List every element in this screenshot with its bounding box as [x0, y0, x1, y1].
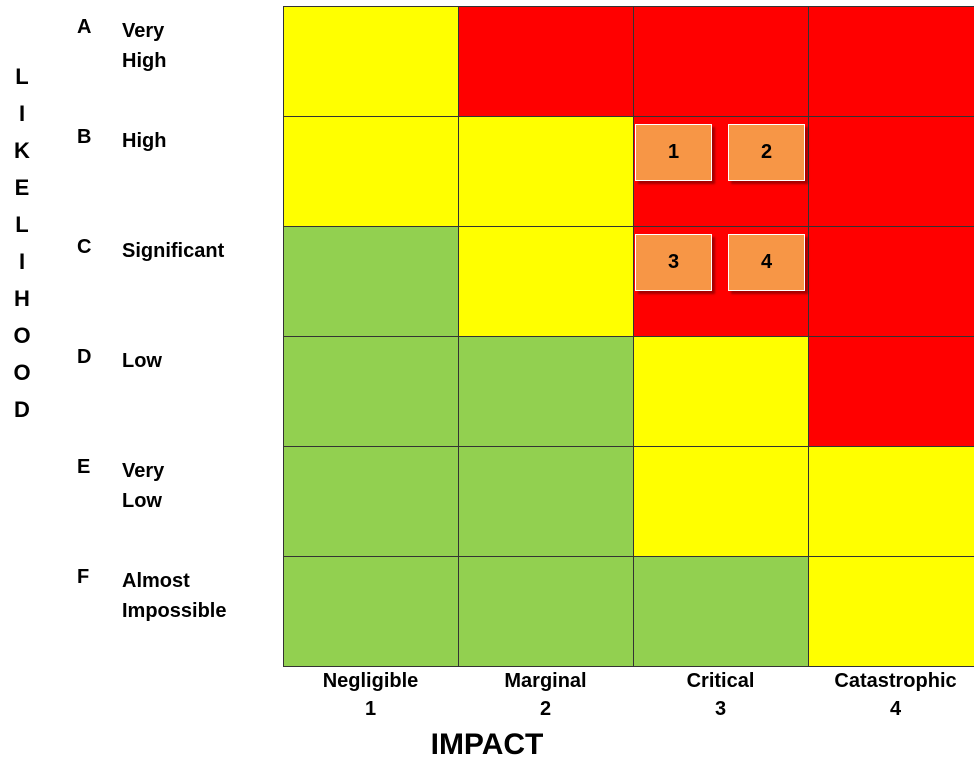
- matrix-cell: [633, 336, 809, 447]
- likelihood-title-letter: L: [15, 212, 29, 237]
- matrix-cell: [283, 6, 459, 117]
- matrix-cell: [458, 226, 634, 337]
- risk-marker[interactable]: 1: [635, 124, 712, 181]
- matrix-cell: [633, 556, 809, 667]
- row-letter: A: [77, 16, 92, 38]
- column-number: 2: [539, 698, 552, 720]
- matrix-cell: [458, 6, 634, 117]
- matrix-cell: [283, 226, 459, 337]
- column-number: 3: [714, 698, 727, 720]
- likelihood-title-letter: K: [14, 138, 30, 163]
- column-name: Marginal: [504, 670, 587, 692]
- impact-axis-title: IMPACT: [430, 728, 544, 761]
- row-letter: C: [77, 236, 92, 258]
- risk-marker[interactable]: 2: [728, 124, 805, 181]
- likelihood-title-letter: I: [18, 101, 26, 126]
- column-name: Critical: [686, 670, 755, 692]
- matrix-cell: [808, 446, 974, 557]
- column-number: 4: [889, 698, 902, 720]
- matrix-cell: [283, 556, 459, 667]
- matrix-cell: [808, 6, 974, 117]
- likelihood-title-letter: H: [14, 286, 30, 311]
- column-label: Catastrophic 4: [808, 667, 974, 723]
- row-description: High: [122, 130, 167, 152]
- row-description: Significant: [122, 240, 225, 262]
- column-name: Catastrophic: [834, 670, 957, 692]
- risk-marker[interactable]: 3: [635, 234, 712, 291]
- matrix-cell: [808, 556, 974, 667]
- matrix-cell: [808, 116, 974, 227]
- matrix-cell: [633, 6, 809, 117]
- row-description: Almost Impossible: [122, 570, 227, 622]
- row-description: Very High: [122, 20, 167, 72]
- row-description: Very Low: [122, 460, 165, 512]
- matrix-cell: [458, 116, 634, 227]
- likelihood-title-letter: E: [14, 175, 30, 200]
- risk-marker[interactable]: 4: [728, 234, 805, 291]
- column-name: Negligible: [322, 670, 419, 692]
- matrix-cell: [633, 446, 809, 557]
- column-number: 1: [364, 698, 377, 720]
- likelihood-title-letter: O: [13, 360, 31, 385]
- row-letter: D: [77, 346, 92, 368]
- column-label: Marginal 2: [458, 667, 633, 723]
- likelihood-title-letter: D: [14, 397, 30, 422]
- row-description: Low: [122, 350, 162, 372]
- matrix-cell: [458, 336, 634, 447]
- matrix-cell: [283, 116, 459, 227]
- column-label: Negligible 1: [283, 667, 458, 723]
- row-letter: B: [77, 126, 92, 148]
- row-letter: E: [77, 456, 91, 478]
- matrix-cell: [458, 556, 634, 667]
- matrix-cell: [283, 336, 459, 447]
- matrix-cell: [458, 446, 634, 557]
- column-label: Critical 3: [633, 667, 808, 723]
- likelihood-title-letter: I: [18, 249, 26, 274]
- matrix-cell: [808, 226, 974, 337]
- row-letter: F: [77, 566, 90, 588]
- matrix-cell: [808, 336, 974, 447]
- likelihood-title-letter: O: [13, 323, 31, 348]
- matrix-cell: [283, 446, 459, 557]
- likelihood-title-letter: L: [15, 64, 29, 89]
